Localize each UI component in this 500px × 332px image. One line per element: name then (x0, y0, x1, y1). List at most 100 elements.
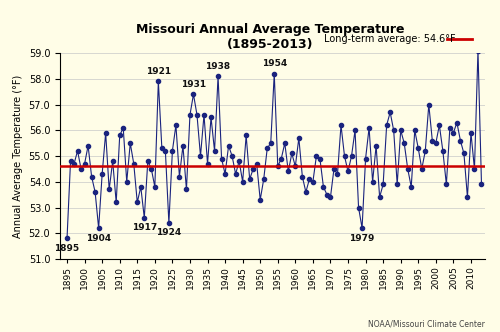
Text: 1938: 1938 (206, 62, 231, 71)
Point (210, 148, 218, 153)
Point (172, 123, 180, 128)
Point (238, 179, 246, 184)
Point (372, 143, 380, 148)
Point (281, 140, 289, 146)
Point (196, 153, 204, 159)
Point (326, 195, 334, 200)
Point (176, 174, 184, 179)
Point (232, 171, 239, 177)
Point (358, 225, 366, 231)
Text: 1921: 1921 (146, 67, 171, 76)
Point (266, 140, 274, 146)
Point (446, 125, 454, 130)
Point (105, 187, 113, 192)
Point (126, 140, 134, 146)
Point (340, 153, 348, 159)
Point (256, 197, 264, 203)
Point (323, 192, 331, 197)
Y-axis label: Annual Average Temperature (°F): Annual Average Temperature (°F) (13, 74, 23, 238)
Point (450, 130, 458, 135)
Point (376, 195, 384, 200)
Point (393, 182, 401, 187)
Point (182, 187, 190, 192)
Point (422, 148, 430, 153)
Point (204, 161, 212, 166)
Point (242, 133, 250, 138)
Point (190, 92, 198, 97)
Point (249, 166, 257, 172)
Point (112, 200, 120, 205)
Point (77, 166, 85, 172)
Point (348, 153, 356, 159)
Point (98, 171, 106, 177)
Point (151, 184, 159, 190)
Point (382, 123, 390, 128)
Point (460, 151, 468, 156)
Point (295, 135, 303, 141)
Point (158, 146, 166, 151)
Point (334, 171, 342, 177)
Point (464, 195, 471, 200)
Point (235, 159, 243, 164)
Point (354, 205, 362, 210)
Point (200, 112, 208, 118)
Point (94, 225, 102, 231)
Point (425, 102, 433, 107)
Point (467, 130, 475, 135)
Text: 1917: 1917 (132, 223, 157, 232)
Point (63, 236, 71, 241)
Point (368, 179, 376, 184)
Point (396, 127, 404, 133)
Text: 1954: 1954 (262, 59, 287, 68)
Point (193, 112, 201, 118)
Point (474, 48, 482, 53)
Point (122, 179, 130, 184)
Point (134, 200, 141, 205)
Point (119, 125, 127, 130)
Point (102, 130, 110, 135)
Point (456, 138, 464, 143)
Text: 1931: 1931 (181, 80, 206, 89)
Point (351, 127, 359, 133)
Point (252, 161, 260, 166)
Text: NOAA/Missouri Climate Center: NOAA/Missouri Climate Center (368, 320, 485, 329)
Point (418, 166, 426, 172)
Point (179, 143, 187, 148)
Point (74, 148, 82, 153)
Point (246, 177, 254, 182)
Point (478, 182, 486, 187)
Point (337, 123, 345, 128)
Point (224, 143, 232, 148)
Text: Long-term average: 54.6°F: Long-term average: 54.6°F (324, 34, 455, 44)
Point (84, 143, 92, 148)
Point (365, 125, 373, 130)
Point (306, 177, 314, 182)
Text: 1979: 1979 (350, 234, 375, 243)
Point (330, 166, 338, 172)
Point (165, 220, 173, 226)
Point (379, 182, 387, 187)
Point (70, 161, 78, 166)
Point (407, 184, 415, 190)
Point (260, 177, 268, 182)
Text: Missouri Annual Average Temperature
(1895-2013): Missouri Annual Average Temperature (189… (136, 23, 404, 51)
Point (130, 161, 138, 166)
Point (414, 146, 422, 151)
Point (228, 153, 236, 159)
Text: 2012: 2012 (0, 331, 1, 332)
Point (278, 156, 285, 161)
Text: 1904: 1904 (86, 234, 111, 243)
Point (362, 156, 370, 161)
Point (400, 140, 408, 146)
Point (66, 159, 74, 164)
Point (154, 79, 162, 84)
Point (274, 164, 282, 169)
Point (316, 156, 324, 161)
Point (404, 166, 411, 172)
Point (411, 127, 419, 133)
Point (312, 153, 320, 159)
Point (284, 169, 292, 174)
Point (302, 189, 310, 195)
Point (386, 110, 394, 115)
Point (214, 74, 222, 79)
